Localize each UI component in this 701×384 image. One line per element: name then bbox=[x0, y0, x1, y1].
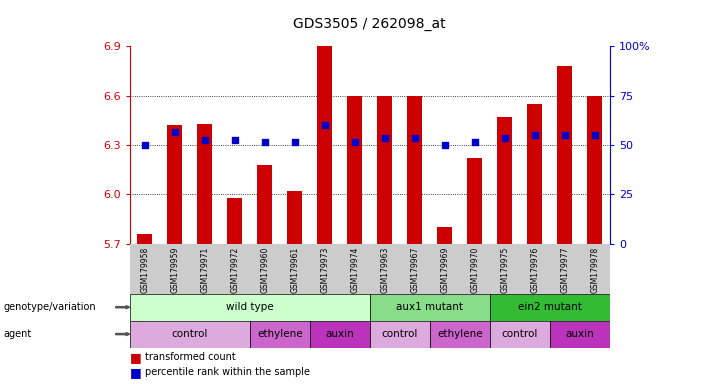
Text: aux1 mutant: aux1 mutant bbox=[396, 302, 463, 312]
Point bbox=[289, 139, 300, 145]
Point bbox=[169, 129, 180, 135]
Bar bbox=[497, 117, 512, 244]
Text: ein2 mutant: ein2 mutant bbox=[518, 302, 582, 312]
Bar bbox=[527, 104, 543, 244]
Bar bbox=[227, 198, 243, 244]
Bar bbox=[370, 294, 490, 321]
Text: wild type: wild type bbox=[226, 302, 273, 312]
Text: GSM179971: GSM179971 bbox=[200, 247, 209, 293]
Text: GSM179975: GSM179975 bbox=[501, 247, 510, 293]
Text: GSM179967: GSM179967 bbox=[410, 247, 419, 293]
Bar bbox=[437, 227, 452, 244]
Text: ethylene: ethylene bbox=[437, 329, 482, 339]
Text: auxin: auxin bbox=[566, 329, 594, 339]
Bar bbox=[310, 321, 370, 348]
Text: transformed count: transformed count bbox=[145, 352, 236, 362]
Bar bbox=[130, 321, 250, 348]
Bar bbox=[587, 96, 602, 244]
Point bbox=[259, 139, 271, 145]
Text: GSM179961: GSM179961 bbox=[290, 247, 299, 293]
Bar bbox=[468, 158, 482, 244]
Text: control: control bbox=[381, 329, 418, 339]
Text: percentile rank within the sample: percentile rank within the sample bbox=[145, 367, 310, 377]
Bar bbox=[377, 96, 393, 244]
Text: GSM179977: GSM179977 bbox=[560, 247, 569, 293]
Text: genotype/variation: genotype/variation bbox=[4, 302, 96, 312]
Bar bbox=[250, 321, 310, 348]
Bar bbox=[550, 321, 610, 348]
Text: auxin: auxin bbox=[325, 329, 354, 339]
Text: GDS3505 / 262098_at: GDS3505 / 262098_at bbox=[294, 17, 446, 31]
Point bbox=[469, 139, 480, 145]
Bar bbox=[407, 96, 422, 244]
Point bbox=[409, 135, 421, 141]
Text: control: control bbox=[502, 329, 538, 339]
Point bbox=[499, 135, 510, 141]
Bar bbox=[130, 294, 370, 321]
Bar bbox=[257, 165, 272, 244]
Text: ■: ■ bbox=[130, 366, 142, 379]
Bar bbox=[490, 294, 610, 321]
Point bbox=[229, 137, 240, 143]
Point bbox=[559, 132, 571, 138]
Text: GSM179973: GSM179973 bbox=[320, 247, 329, 293]
Text: GSM179978: GSM179978 bbox=[590, 247, 599, 293]
Point bbox=[139, 142, 150, 148]
Text: GSM179976: GSM179976 bbox=[531, 247, 539, 293]
Bar bbox=[168, 125, 182, 244]
Bar bbox=[557, 66, 572, 244]
Text: ethylene: ethylene bbox=[257, 329, 303, 339]
Bar bbox=[347, 96, 362, 244]
Point bbox=[590, 132, 601, 138]
Point bbox=[349, 139, 360, 145]
Text: GSM179958: GSM179958 bbox=[140, 247, 149, 293]
Point bbox=[319, 122, 330, 128]
Text: GSM179974: GSM179974 bbox=[350, 247, 360, 293]
Bar bbox=[370, 321, 430, 348]
Point bbox=[529, 132, 540, 138]
Bar bbox=[430, 321, 490, 348]
Point bbox=[440, 142, 451, 148]
Bar bbox=[318, 46, 332, 244]
Text: ■: ■ bbox=[130, 351, 142, 364]
Bar bbox=[137, 234, 152, 244]
Text: GSM179963: GSM179963 bbox=[380, 247, 389, 293]
Text: GSM179970: GSM179970 bbox=[470, 247, 479, 293]
Text: control: control bbox=[172, 329, 208, 339]
Text: agent: agent bbox=[4, 329, 32, 339]
Bar bbox=[287, 191, 302, 244]
Bar bbox=[490, 321, 550, 348]
Point bbox=[379, 135, 390, 141]
Text: GSM179960: GSM179960 bbox=[260, 247, 269, 293]
Point bbox=[199, 137, 210, 143]
Bar bbox=[197, 124, 212, 244]
Text: GSM179972: GSM179972 bbox=[230, 247, 239, 293]
Text: GSM179969: GSM179969 bbox=[440, 247, 449, 293]
Text: GSM179959: GSM179959 bbox=[170, 247, 179, 293]
